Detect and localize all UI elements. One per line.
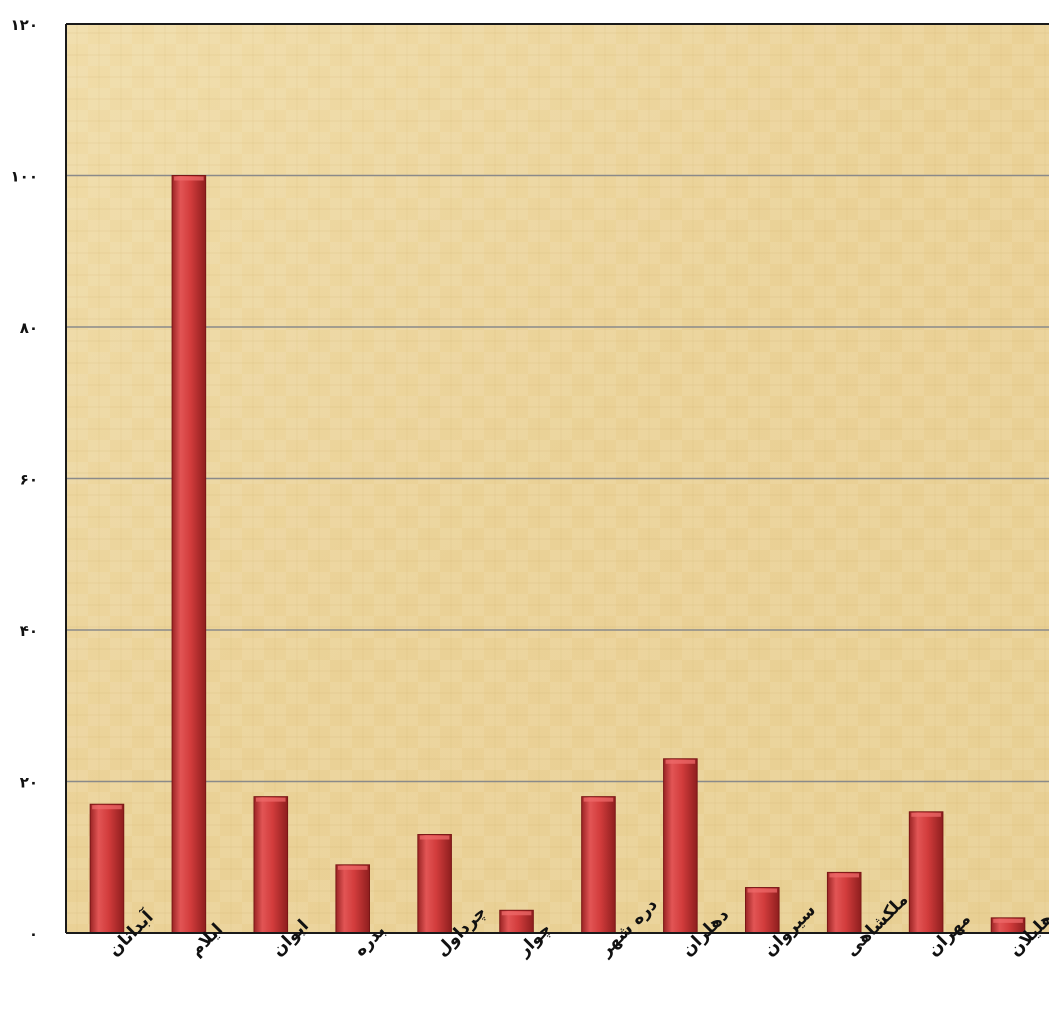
bar: [171, 175, 207, 934]
bar: [663, 758, 698, 934]
y-tick-label: ۸۰: [20, 319, 38, 337]
bar-body: [663, 758, 698, 934]
bar: [499, 909, 534, 934]
bar-body: [744, 887, 780, 934]
bar-body: [826, 871, 862, 934]
bar-highlight: [337, 865, 368, 870]
y-tick-label: ۲۰: [20, 774, 38, 792]
bar-body: [908, 811, 944, 934]
bar-highlight: [255, 797, 286, 802]
bar: [744, 887, 780, 934]
bar: [335, 864, 371, 934]
bar-highlight: [92, 805, 122, 810]
y-tick-label: ۶۰: [20, 471, 38, 489]
bar: [253, 796, 289, 934]
y-tick-label: ۴۰: [20, 622, 38, 640]
bar-highlight: [501, 911, 532, 916]
axes: [65, 23, 1049, 934]
y-axis-ticks: ۰ ۲۰ ۴۰ ۶۰ ۸۰ ۱۰۰ ۱۲۰: [11, 16, 38, 943]
bar-highlight: [911, 812, 941, 817]
bar-body: [89, 803, 125, 934]
bars: [89, 175, 1026, 934]
bar: [89, 803, 125, 934]
y-tick-label: ۱۲۰: [11, 16, 38, 34]
bar-body: [335, 864, 371, 934]
bar-highlight: [993, 918, 1023, 923]
bar-highlight: [829, 873, 860, 878]
bar: [908, 811, 944, 934]
bar-body: [581, 796, 616, 934]
y-tick-label: ۱۰۰: [11, 168, 38, 186]
bar: [581, 796, 616, 934]
bar: [826, 871, 862, 934]
bar-highlight: [174, 176, 204, 181]
bar-highlight: [665, 759, 696, 764]
bar-highlight: [419, 835, 450, 840]
bar-body: [171, 175, 207, 934]
bar-highlight: [747, 888, 778, 893]
bar-highlight: [583, 797, 614, 802]
bar-body: [253, 796, 289, 934]
bar: [417, 834, 452, 934]
bar-body: [417, 834, 452, 934]
y-tick-label: ۰: [29, 925, 38, 943]
